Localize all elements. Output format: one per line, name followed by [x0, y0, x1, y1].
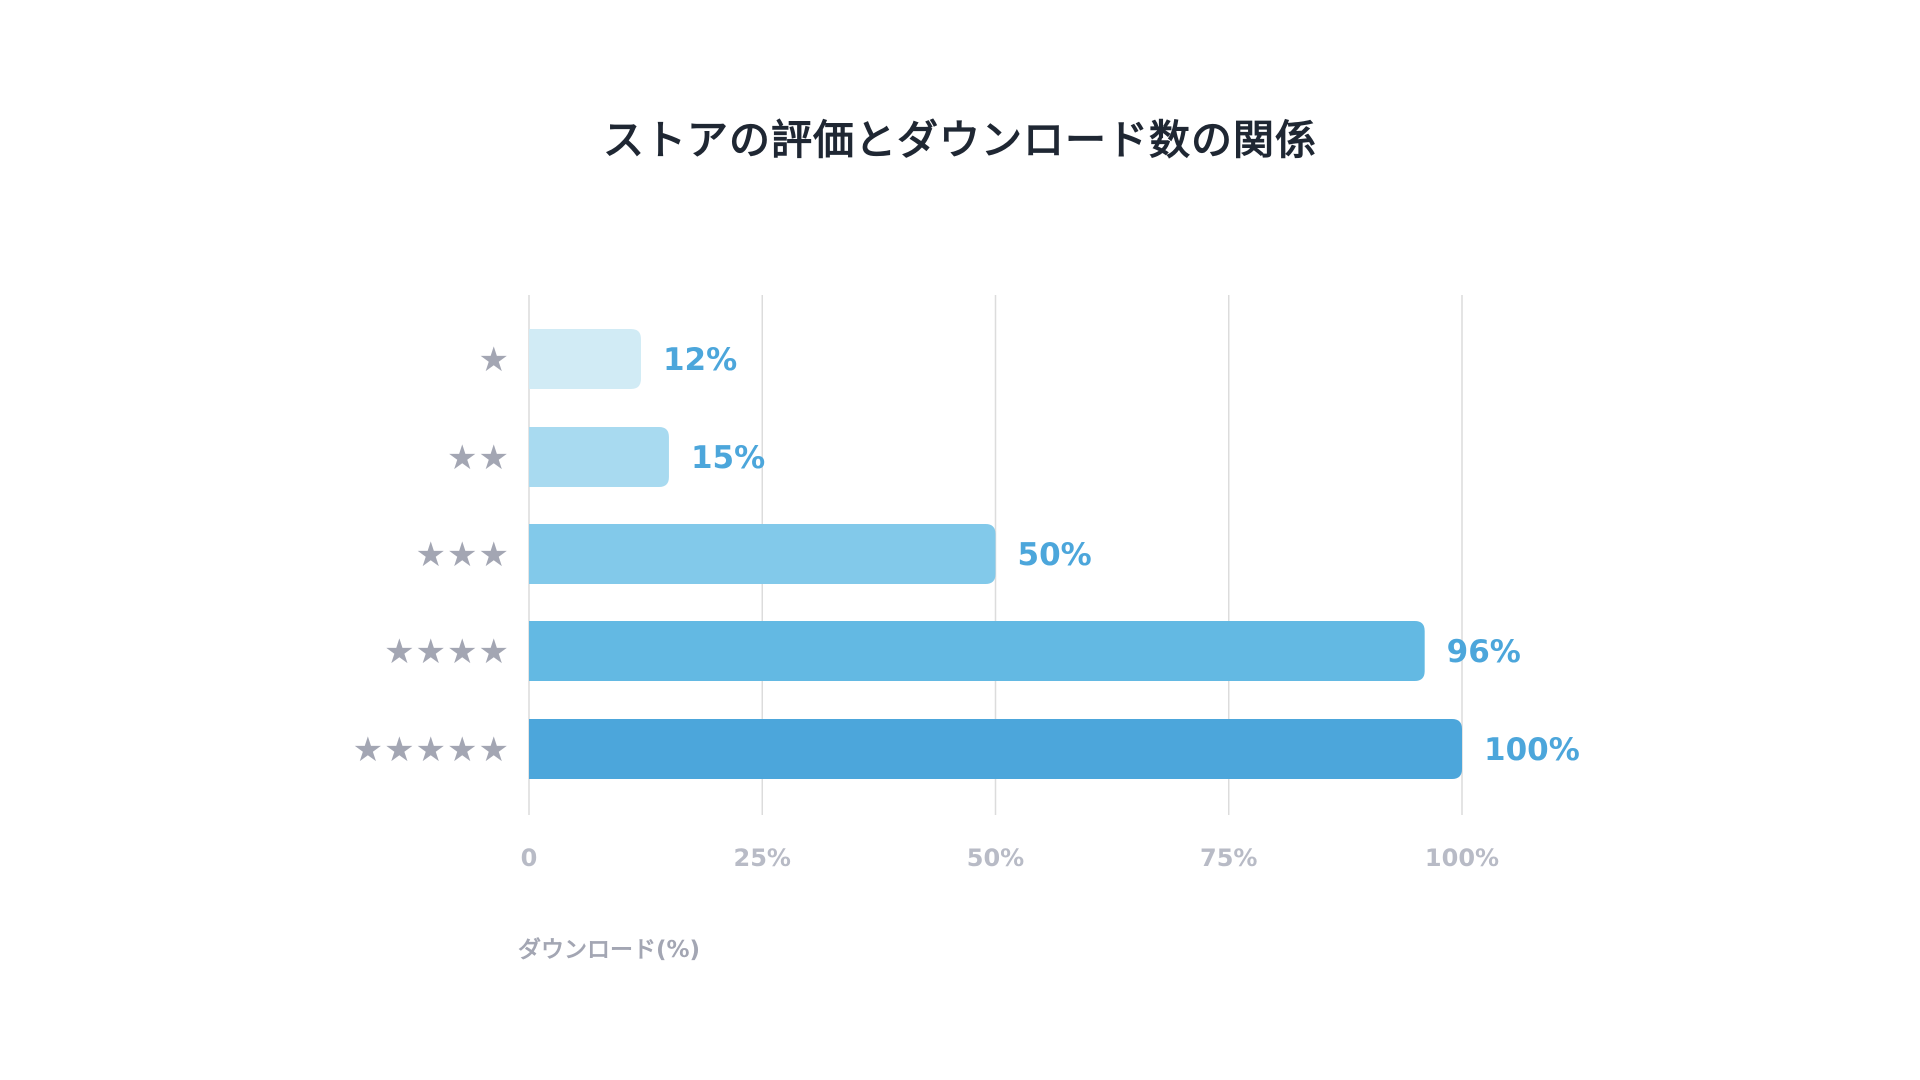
category-label-3-star: ★★★ — [416, 535, 510, 575]
chart-title: ストアの評価とダウンロード数の関係 — [603, 116, 1317, 164]
x-tick-label-2: 50% — [967, 844, 1024, 872]
data-label-1-star: 12% — [663, 342, 737, 378]
x-tick-label-4: 100% — [1425, 844, 1499, 872]
category-label-2-star: ★★ — [447, 438, 510, 478]
data-label-5-star: 100% — [1484, 732, 1580, 768]
category-label-5-star: ★★★★★ — [353, 730, 510, 770]
category-label-4-star: ★★★★ — [384, 632, 510, 672]
x-tick-label-0: 0 — [521, 844, 538, 872]
category-label-1-star: ★ — [479, 340, 510, 380]
bar-3-star — [529, 524, 996, 584]
bar-1-star — [529, 329, 641, 389]
data-label-2-star: 15% — [691, 440, 765, 476]
bar-4-star — [529, 621, 1425, 681]
bar-2-star — [529, 427, 669, 487]
x-axis-label: ダウンロード(%) — [518, 937, 701, 963]
bar-5-star — [529, 719, 1462, 779]
x-tick-label-1: 25% — [734, 844, 791, 872]
data-label-4-star: 96% — [1447, 634, 1521, 670]
x-tick-label-3: 75% — [1200, 844, 1257, 872]
data-label-3-star: 50% — [1018, 537, 1092, 573]
